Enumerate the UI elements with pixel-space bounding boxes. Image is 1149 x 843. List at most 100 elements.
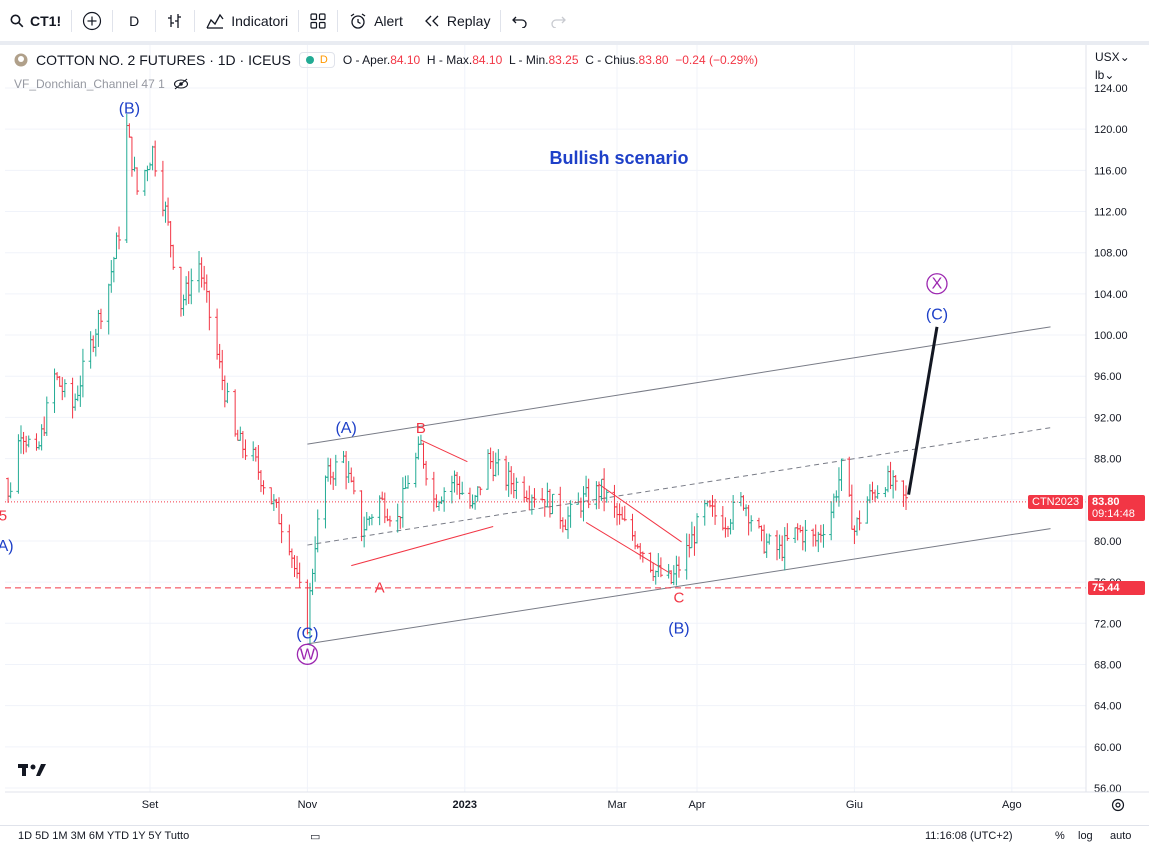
- chart-type-button[interactable]: [156, 0, 194, 41]
- price-tick-label: 104.00: [1094, 289, 1128, 301]
- price-bar: [434, 494, 439, 508]
- alarm-clock-icon: [348, 12, 368, 30]
- price-bar: [233, 389, 238, 437]
- wave-label: A: [375, 579, 385, 596]
- price-bar: [18, 425, 23, 454]
- price-bar: [473, 494, 478, 510]
- range-buttons[interactable]: 1D 5D 1M 3M 6M YTD 1Y 5Y Tutto: [18, 830, 190, 842]
- time-tick-label: 2023: [453, 799, 477, 811]
- price-bar: [57, 375, 62, 387]
- indicator-legend[interactable]: VF_Donchian_Channel 47 1: [14, 77, 189, 91]
- change-value: −0.24 (−0.29%): [675, 53, 758, 67]
- percent-toggle[interactable]: %: [1055, 830, 1065, 842]
- price-bar: [328, 458, 333, 485]
- price-axis[interactable]: 124.00 120.00 116.00 112.00 108.00 104.00 100.…: [1085, 45, 1149, 825]
- price-bar: [351, 476, 356, 495]
- price-bar: [60, 377, 65, 401]
- price-bar: [870, 481, 875, 501]
- price-bar: [341, 450, 346, 464]
- price-bar: [160, 160, 165, 217]
- price-bar: [75, 385, 80, 402]
- projection-line: [907, 326, 939, 495]
- currency-label: USX: [1095, 50, 1120, 64]
- price-bar: [178, 266, 183, 317]
- price-bar: [777, 534, 782, 559]
- bar-chart-icon: [166, 12, 184, 30]
- currency-select[interactable]: USX⌄: [1095, 50, 1130, 64]
- interval-button[interactable]: D: [113, 0, 155, 41]
- price-bar: [578, 497, 583, 518]
- price-bar: [749, 515, 754, 532]
- price-bar: [442, 487, 447, 512]
- indicators-button[interactable]: Indicatori: [195, 0, 298, 41]
- price-bar: [217, 343, 222, 369]
- high-label: H - Max.: [426, 53, 473, 67]
- price-bar: [767, 533, 772, 545]
- replay-button[interactable]: Replay: [413, 0, 501, 41]
- eye-hidden-icon[interactable]: [173, 78, 189, 90]
- redo-icon: [549, 14, 567, 28]
- price-bar: [326, 457, 331, 482]
- channel-lines: [307, 326, 1051, 645]
- price-bar: [91, 335, 96, 353]
- price-bar: [875, 485, 880, 499]
- price-tick-label: 60.00: [1094, 742, 1122, 754]
- price-chart[interactable]: 45(A)(B)(C)W(A)BAC(B)X(C) 124.00120.0011…: [0, 45, 1149, 825]
- market-status-badge[interactable]: D: [298, 52, 335, 68]
- price-bar: [124, 113, 129, 244]
- wave-label-circle: [926, 273, 948, 295]
- legend-title: COTTON NO. 2 FUTURES · 1D · ICEUS: [36, 52, 291, 68]
- price-bar: [684, 533, 689, 580]
- alert-button[interactable]: Alert: [338, 0, 413, 41]
- top-toolbar: CT1! D Indicatori Alert: [0, 0, 1149, 42]
- price-bar: [563, 519, 568, 531]
- price-bar: [385, 508, 390, 522]
- price-bar: [431, 471, 436, 512]
- price-bar: [277, 497, 282, 525]
- chart-settings-button[interactable]: [1110, 797, 1126, 818]
- replay-label: Replay: [446, 12, 491, 29]
- price-bar: [560, 517, 565, 533]
- symbol-search[interactable]: CT1!: [0, 0, 71, 41]
- price-bar: [581, 486, 586, 522]
- chart-area[interactable]: 45(A)(B)(C)W(A)BAC(B)X(C) 124.00120.0011…: [0, 45, 1149, 825]
- layouts-button[interactable]: [299, 0, 337, 41]
- wave-label: (A): [0, 538, 14, 555]
- add-symbol-button[interactable]: [72, 0, 112, 41]
- wave-label: (B): [119, 101, 140, 118]
- price-bar: [359, 490, 364, 542]
- price-bar: [857, 510, 862, 531]
- price-bar: [111, 256, 116, 283]
- log-toggle[interactable]: log: [1078, 830, 1093, 842]
- toolbar-separator: [0, 41, 1149, 45]
- price-bar: [395, 503, 400, 533]
- wave-label: (B): [668, 621, 689, 638]
- calendar-icon[interactable]: ▭: [310, 831, 321, 843]
- clock-label[interactable]: 11:16:08 (UTC+2): [925, 830, 1013, 842]
- price-bar: [720, 506, 725, 531]
- wave-label: (C): [926, 307, 948, 324]
- high-value: 84.10: [472, 53, 503, 67]
- price-bar: [153, 140, 158, 177]
- gear-icon: [1110, 797, 1126, 813]
- price-bar: [493, 452, 498, 477]
- price-bar: [256, 445, 261, 480]
- unit-select[interactable]: lb⌄: [1095, 68, 1114, 82]
- price-bar: [509, 466, 514, 495]
- price-bar: [235, 429, 240, 441]
- channel-line-lower: [307, 528, 1051, 645]
- time-axis[interactable]: Set Nov 2023 Mar Apr Giu Ago: [5, 791, 1149, 811]
- price-bar: [775, 530, 780, 561]
- auto-toggle[interactable]: auto: [1110, 830, 1132, 842]
- price-bar: [798, 524, 803, 533]
- redo-button[interactable]: [539, 0, 577, 41]
- price-bar: [225, 382, 230, 404]
- price-bar: [602, 468, 607, 512]
- price-bar: [279, 513, 284, 544]
- cotton-symbol-icon: [14, 53, 28, 67]
- price-bar: [558, 486, 563, 529]
- price-tick-label: 124.00: [1094, 83, 1128, 95]
- bar-countdown: 09:14:48: [1092, 508, 1135, 520]
- undo-button[interactable]: [501, 0, 539, 41]
- price-tick-label: 68.00: [1094, 659, 1122, 671]
